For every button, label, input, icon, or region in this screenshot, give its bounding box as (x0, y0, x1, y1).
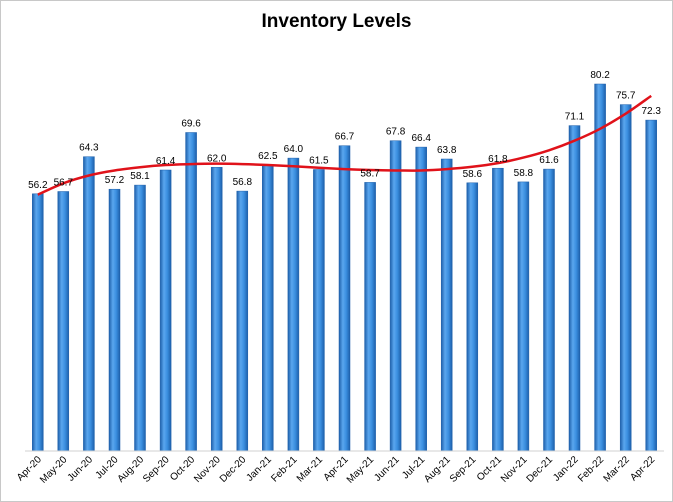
bar-Jul-21 (415, 146, 427, 452)
x-tick-May-21: May-21 (345, 454, 377, 486)
bar-Nov-21 (517, 181, 530, 452)
x-tick-Apr-22: Apr-22 (628, 454, 657, 483)
value-label-May-21: 58.7 (360, 168, 380, 179)
bar-Aug-20 (134, 184, 146, 452)
value-label-Jan-21: 62.5 (258, 151, 278, 162)
value-label-Oct-20: 69.6 (181, 119, 201, 130)
value-label-Feb-21: 64.0 (284, 144, 304, 155)
value-label-Dec-21: 61.6 (539, 155, 559, 166)
bar-May-20 (57, 191, 70, 452)
x-tick-Jan-21: Jan-21 (245, 454, 275, 484)
x-tick-Dec-21: Dec-21 (525, 454, 556, 485)
bar-Apr-22 (645, 119, 657, 452)
value-label-Mar-22: 75.7 (616, 91, 636, 102)
x-tick-Nov-21: Nov-21 (499, 454, 530, 485)
bar-Apr-21 (338, 145, 351, 452)
bar-Jul-20 (108, 188, 121, 452)
value-label-Apr-22: 72.3 (641, 106, 661, 117)
x-tick-Feb-22: Feb-22 (576, 454, 606, 484)
value-label-Jun-21: 67.8 (386, 127, 406, 138)
x-tick-Aug-20: Aug-20 (116, 454, 147, 485)
x-tick-Sep-21: Sep-21 (448, 454, 479, 485)
bar-Dec-21 (543, 168, 555, 452)
value-label-Feb-22: 80.2 (590, 70, 610, 81)
x-tick-Jun-20: Jun-20 (66, 454, 96, 484)
value-label-Jan-22: 71.1 (565, 112, 585, 123)
bar-Jun-21 (389, 140, 402, 452)
bar-Oct-21 (492, 167, 504, 452)
x-tick-Jun-21: Jun-21 (372, 454, 402, 484)
bar-Dec-20 (236, 190, 249, 452)
value-label-May-20: 56.7 (54, 178, 74, 189)
value-label-Jul-21: 66.4 (411, 133, 431, 144)
value-label-Aug-20: 58.1 (130, 171, 150, 182)
x-tick-May-20: May-20 (38, 454, 70, 486)
bar-May-21 (364, 182, 376, 452)
bar-Oct-20 (185, 132, 197, 452)
value-label-Sep-21: 58.6 (463, 169, 483, 180)
x-tick-Mar-22: Mar-22 (602, 454, 632, 484)
value-label-Apr-21: 66.7 (335, 132, 355, 143)
chart-title: Inventory Levels (261, 11, 412, 32)
bar-Apr-20 (32, 193, 44, 452)
value-label-Nov-21: 58.8 (514, 168, 534, 179)
value-label-Nov-20: 62.0 (207, 153, 227, 164)
bar-Mar-22 (619, 104, 632, 452)
value-label-Oct-21: 61.8 (488, 154, 508, 165)
x-tick-Jan-22: Jan-22 (551, 454, 581, 484)
bar-Nov-20 (210, 167, 223, 452)
bar-Aug-21 (440, 158, 453, 452)
value-label-Jun-20: 64.3 (79, 143, 99, 154)
bar-Feb-21 (287, 157, 300, 452)
value-label-Aug-21: 63.8 (437, 145, 457, 156)
x-tick-Nov-20: Nov-20 (192, 454, 223, 485)
value-label-Jul-20: 57.2 (105, 175, 125, 186)
value-label-Sep-20: 61.4 (156, 156, 176, 167)
x-tick-Mar-21: Mar-21 (295, 454, 325, 484)
x-tick-Feb-21: Feb-21 (269, 454, 299, 484)
value-label-Mar-21: 61.5 (309, 156, 329, 167)
value-label-Dec-20: 56.8 (233, 177, 253, 188)
value-label-Apr-20: 56.2 (28, 180, 48, 191)
x-tick-Dec-20: Dec-20 (218, 454, 249, 485)
x-tick-Sep-20: Sep-20 (141, 454, 172, 485)
bar-Jan-21 (262, 164, 274, 452)
bar-Mar-21 (313, 169, 325, 452)
trend-line (37, 94, 652, 196)
x-tick-Aug-21: Aug-21 (422, 454, 453, 485)
bar-Sep-20 (159, 169, 172, 452)
bar-Jan-22 (568, 125, 581, 452)
bar-Jun-20 (83, 156, 95, 452)
bar-Sep-21 (466, 182, 479, 452)
bar-Feb-22 (594, 83, 606, 452)
